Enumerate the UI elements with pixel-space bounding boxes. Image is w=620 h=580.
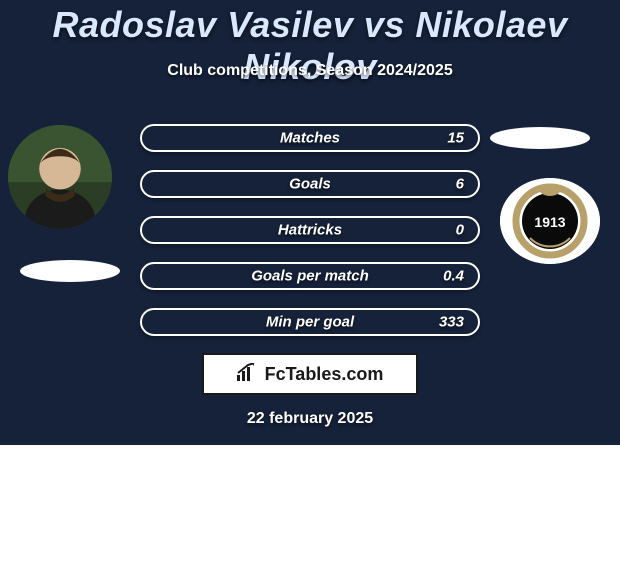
date-text: 22 february 2025 <box>0 410 620 428</box>
player-left-club-oval <box>20 260 120 282</box>
avatar-placeholder-icon <box>8 125 112 229</box>
stat-value: 15 <box>447 130 464 147</box>
stat-value: 333 <box>439 314 464 331</box>
stat-row: Min per goal333 <box>140 308 480 336</box>
stats-list: Matches15 Goals6 Hattricks0 Goals per match… <box>140 124 480 354</box>
page-subtitle: Club competitions, Season 2024/2025 <box>0 62 620 80</box>
stat-label: Matches <box>142 130 478 147</box>
stat-value: 0.4 <box>443 268 464 285</box>
svg-text:1913: 1913 <box>534 214 565 230</box>
stat-label: Hattricks <box>142 222 478 239</box>
stat-label: Goals <box>142 176 478 193</box>
brand-box: FcTables.com <box>202 353 418 395</box>
stat-label: Min per goal <box>142 314 478 331</box>
brand-text: FcTables.com <box>265 364 384 385</box>
chart-bars-icon <box>237 363 259 386</box>
stat-value: 6 <box>456 176 464 193</box>
stat-row: Goals6 <box>140 170 480 198</box>
player-right-club-oval <box>490 127 590 149</box>
stat-row: Hattricks0 <box>140 216 480 244</box>
bg-bottom <box>0 445 620 580</box>
player-right-club-crest: 1913 <box>500 178 600 264</box>
stat-value: 0 <box>456 222 464 239</box>
stat-row: Goals per match0.4 <box>140 262 480 290</box>
stat-label: Goals per match <box>142 268 478 285</box>
stat-row: Matches15 <box>140 124 480 152</box>
club-crest-icon: 1913 <box>500 178 600 264</box>
comparison-card: Radoslav Vasilev vs Nikolaev Nikolov Clu… <box>0 0 620 580</box>
player-left-avatar <box>8 125 112 229</box>
